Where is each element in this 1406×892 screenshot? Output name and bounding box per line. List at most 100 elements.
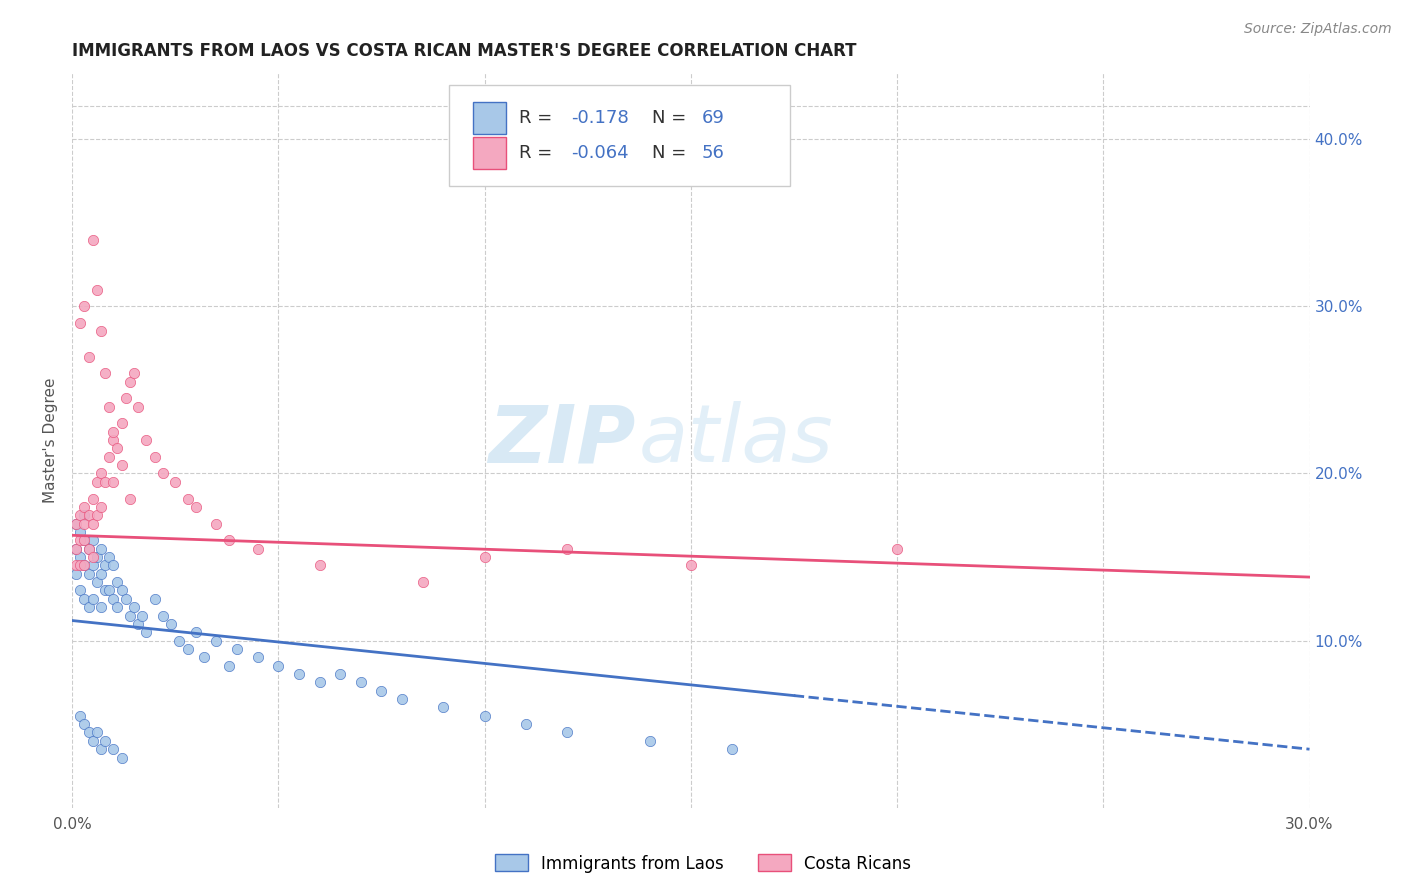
Point	[105, 442, 128, 456]
Point	[98, 583, 121, 598]
Point	[886, 541, 908, 556]
Point	[103, 742, 125, 756]
Point	[90, 600, 112, 615]
Point	[73, 533, 96, 548]
Point	[226, 642, 249, 657]
Text: R =: R =	[519, 145, 558, 162]
Y-axis label: Master's Degree: Master's Degree	[44, 377, 58, 503]
Point	[82, 516, 104, 531]
Point	[73, 558, 96, 573]
Point	[65, 541, 87, 556]
Point	[218, 658, 240, 673]
Point	[350, 675, 373, 690]
Point	[77, 508, 100, 523]
Point	[110, 417, 132, 431]
Point	[77, 350, 100, 364]
Point	[474, 708, 496, 723]
Text: N =: N =	[652, 145, 686, 162]
Point	[205, 633, 228, 648]
Point	[143, 450, 166, 464]
Point	[515, 717, 537, 731]
Point	[167, 633, 190, 648]
Point	[555, 725, 578, 739]
Point	[82, 558, 104, 573]
Point	[152, 467, 174, 481]
Point	[82, 233, 104, 247]
Point	[114, 591, 136, 606]
Point	[432, 700, 454, 714]
Point	[105, 600, 128, 615]
Point	[90, 541, 112, 556]
Point	[474, 549, 496, 564]
Point	[721, 742, 744, 756]
Point	[135, 433, 157, 447]
Point	[288, 667, 311, 681]
Point	[246, 650, 269, 665]
Point	[77, 541, 100, 556]
Point	[69, 558, 91, 573]
Point	[103, 475, 125, 489]
Text: Source: ZipAtlas.com: Source: ZipAtlas.com	[1244, 22, 1392, 37]
Text: -0.064: -0.064	[571, 145, 628, 162]
Point	[205, 516, 228, 531]
Point	[77, 600, 100, 615]
Point	[82, 533, 104, 548]
Point	[103, 433, 125, 447]
Point	[77, 725, 100, 739]
Point	[184, 500, 207, 514]
Point	[94, 475, 117, 489]
Point	[105, 575, 128, 590]
Point	[90, 742, 112, 756]
Point	[329, 667, 352, 681]
Point	[103, 591, 125, 606]
Point	[193, 650, 215, 665]
Point	[98, 549, 121, 564]
Point	[308, 558, 330, 573]
Point	[86, 283, 108, 297]
Point	[679, 558, 702, 573]
Point	[118, 491, 141, 506]
Point	[110, 750, 132, 764]
Legend: Immigrants from Laos, Costa Ricans: Immigrants from Laos, Costa Ricans	[488, 847, 918, 880]
Text: -0.178: -0.178	[571, 109, 628, 127]
Text: atlas: atlas	[638, 401, 834, 479]
Point	[73, 717, 96, 731]
Point	[94, 366, 117, 380]
Point	[555, 541, 578, 556]
Point	[77, 541, 100, 556]
Text: IMMIGRANTS FROM LAOS VS COSTA RICAN MASTER'S DEGREE CORRELATION CHART: IMMIGRANTS FROM LAOS VS COSTA RICAN MAST…	[72, 42, 856, 60]
Point	[103, 558, 125, 573]
Point	[65, 516, 87, 531]
Point	[65, 566, 87, 581]
Point	[118, 608, 141, 623]
Point	[69, 583, 91, 598]
Point	[82, 734, 104, 748]
Point	[267, 658, 290, 673]
Point	[94, 583, 117, 598]
Point	[86, 575, 108, 590]
Point	[65, 516, 87, 531]
Point	[127, 616, 149, 631]
Point	[73, 591, 96, 606]
Point	[94, 558, 117, 573]
Point	[69, 524, 91, 539]
Point	[90, 500, 112, 514]
Point	[69, 533, 91, 548]
Point	[122, 366, 145, 380]
Point	[82, 491, 104, 506]
Point	[118, 375, 141, 389]
Point	[135, 625, 157, 640]
Point	[184, 625, 207, 640]
Point	[90, 566, 112, 581]
Point	[218, 533, 240, 548]
Text: R =: R =	[519, 109, 558, 127]
Text: 69: 69	[702, 109, 724, 127]
FancyBboxPatch shape	[472, 137, 506, 169]
Point	[90, 325, 112, 339]
Point	[143, 591, 166, 606]
Point	[73, 533, 96, 548]
Point	[412, 575, 434, 590]
Point	[73, 516, 96, 531]
Point	[114, 391, 136, 405]
Point	[65, 558, 87, 573]
